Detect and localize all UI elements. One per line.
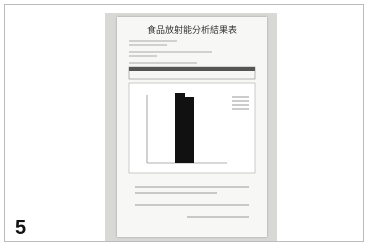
panel-number: 5 xyxy=(15,217,26,240)
document-paper: 食品放射能分析結果表 xyxy=(117,17,267,237)
document-body xyxy=(117,17,267,237)
panel-frame: 食品放射能分析結果表 xyxy=(4,4,364,242)
document-photo: 食品放射能分析結果表 xyxy=(105,13,277,241)
